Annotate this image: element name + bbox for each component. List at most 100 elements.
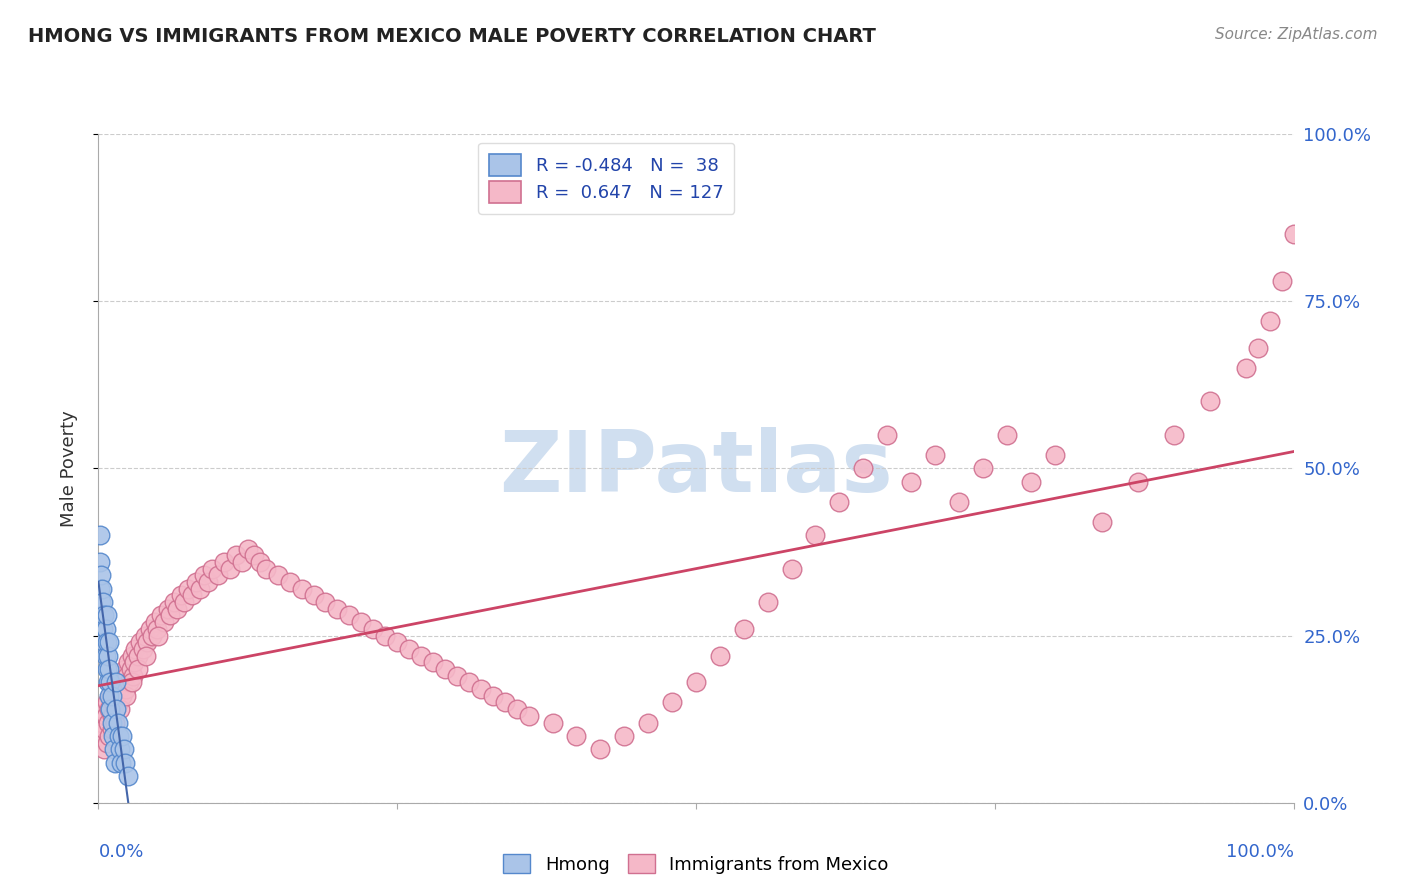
Point xyxy=(108,702,131,716)
Point xyxy=(159,608,181,623)
Point xyxy=(105,675,128,690)
Point xyxy=(96,635,118,649)
Point xyxy=(1271,274,1294,288)
Point xyxy=(149,608,172,623)
Point xyxy=(98,702,121,716)
Point xyxy=(852,461,875,475)
Point xyxy=(374,628,396,642)
Point xyxy=(517,708,540,723)
Point xyxy=(94,622,117,636)
Text: 100.0%: 100.0% xyxy=(1226,843,1294,861)
Point xyxy=(302,589,325,603)
Point xyxy=(110,669,132,683)
Point xyxy=(589,742,612,756)
Point xyxy=(93,635,115,649)
Point xyxy=(1246,341,1268,355)
Point xyxy=(363,622,385,636)
Point xyxy=(108,742,131,756)
Point xyxy=(1043,448,1066,462)
Point xyxy=(98,729,121,743)
Point xyxy=(90,729,112,743)
Point xyxy=(219,562,242,576)
Point xyxy=(972,461,994,475)
Point xyxy=(89,555,111,569)
Point xyxy=(156,602,179,616)
Point xyxy=(153,615,176,630)
Point xyxy=(134,628,156,642)
Point xyxy=(90,568,112,582)
Point xyxy=(115,689,138,703)
Point xyxy=(122,669,145,683)
Point xyxy=(101,729,124,743)
Point xyxy=(91,622,114,636)
Point xyxy=(291,582,314,596)
Point xyxy=(97,648,120,663)
Point xyxy=(411,648,433,663)
Point xyxy=(193,568,215,582)
Point xyxy=(254,562,277,576)
Point xyxy=(107,675,129,690)
Point xyxy=(1258,314,1281,328)
Point xyxy=(1198,394,1220,409)
Point xyxy=(506,702,529,716)
Text: HMONG VS IMMIGRANTS FROM MEXICO MALE POVERTY CORRELATION CHART: HMONG VS IMMIGRANTS FROM MEXICO MALE POV… xyxy=(28,27,876,45)
Point xyxy=(173,595,195,609)
Point xyxy=(146,622,169,636)
Point xyxy=(97,675,120,690)
Point xyxy=(188,582,211,596)
Point xyxy=(100,708,122,723)
Point xyxy=(96,696,118,710)
Point xyxy=(948,494,970,508)
Point xyxy=(780,562,803,576)
Legend: Hmong, Immigrants from Mexico: Hmong, Immigrants from Mexico xyxy=(496,847,896,880)
Point xyxy=(186,575,208,590)
Point xyxy=(91,608,114,623)
Point xyxy=(98,689,122,703)
Point xyxy=(94,648,117,663)
Point xyxy=(98,689,121,703)
Point xyxy=(709,648,731,663)
Point xyxy=(104,715,127,730)
Point xyxy=(110,756,132,770)
Point xyxy=(398,642,420,657)
Point xyxy=(124,655,146,669)
Point xyxy=(385,635,409,649)
Point xyxy=(108,681,131,696)
Point xyxy=(900,475,922,489)
Text: ZIPatlas: ZIPatlas xyxy=(499,426,893,510)
Point xyxy=(89,582,111,596)
Point xyxy=(107,729,129,743)
Point xyxy=(278,575,301,590)
Point xyxy=(96,608,118,623)
Point xyxy=(91,702,114,716)
Point xyxy=(112,675,135,690)
Point xyxy=(249,555,271,569)
Point xyxy=(225,548,247,563)
Point xyxy=(135,648,157,663)
Point xyxy=(197,575,219,590)
Point xyxy=(107,715,129,730)
Point xyxy=(733,622,755,636)
Point xyxy=(94,708,117,723)
Point xyxy=(93,742,115,756)
Point xyxy=(90,595,112,609)
Point xyxy=(114,756,136,770)
Point xyxy=(91,715,114,730)
Point xyxy=(924,448,946,462)
Point xyxy=(315,595,337,609)
Point xyxy=(143,615,166,630)
Point xyxy=(995,428,1018,442)
Point xyxy=(481,689,505,703)
Point xyxy=(141,628,163,642)
Point xyxy=(100,715,122,730)
Point xyxy=(637,715,659,730)
Point xyxy=(103,681,125,696)
Point xyxy=(1128,475,1150,489)
Point xyxy=(1163,428,1185,442)
Point xyxy=(685,675,707,690)
Point xyxy=(1282,227,1305,242)
Point xyxy=(756,595,779,609)
Point xyxy=(91,595,114,609)
Point xyxy=(166,602,188,616)
Point xyxy=(129,635,152,649)
